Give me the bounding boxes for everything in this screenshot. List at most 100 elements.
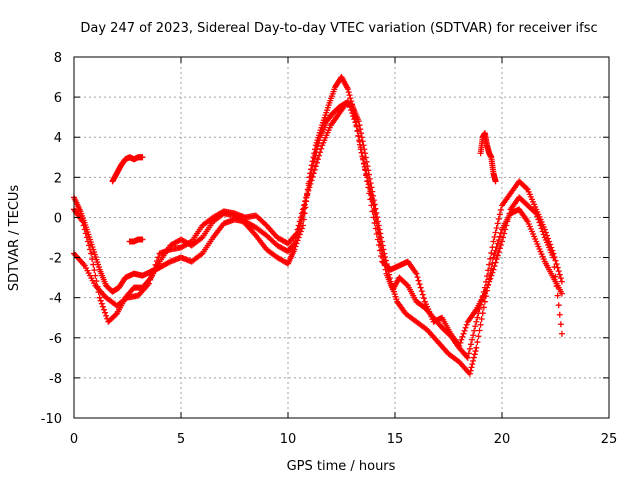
data-point-marker bbox=[556, 271, 563, 278]
y-tick-label: 0 bbox=[54, 211, 62, 226]
data-point-marker bbox=[555, 302, 562, 309]
data-point-marker bbox=[80, 222, 87, 229]
data-point-marker bbox=[198, 235, 205, 242]
data-point-marker bbox=[92, 272, 99, 279]
data-point-marker bbox=[311, 155, 318, 162]
data-point-marker bbox=[374, 236, 381, 243]
data-point-marker bbox=[360, 160, 367, 167]
data-point-marker bbox=[470, 332, 477, 339]
data-point-marker bbox=[413, 270, 420, 277]
data-point-marker bbox=[301, 202, 308, 209]
data-point-marker bbox=[372, 211, 379, 218]
data-point-marker bbox=[467, 341, 474, 348]
data-point-marker bbox=[147, 276, 154, 283]
data-point-marker bbox=[139, 236, 146, 243]
data-point-marker bbox=[187, 239, 194, 246]
data-point-marker bbox=[490, 238, 497, 245]
data-point-marker bbox=[416, 281, 423, 288]
data-point-marker bbox=[535, 216, 542, 223]
data-point-marker bbox=[310, 170, 317, 177]
data-point-marker bbox=[558, 278, 565, 285]
data-point-marker bbox=[97, 297, 104, 304]
y-tick-label: 8 bbox=[54, 51, 62, 66]
data-point-marker bbox=[463, 321, 470, 328]
data-point-marker bbox=[470, 357, 477, 364]
data-point-marker bbox=[298, 210, 305, 217]
data-point-marker bbox=[365, 184, 372, 191]
data-point-marker bbox=[369, 208, 376, 215]
data-point-marker bbox=[100, 306, 107, 313]
y-tick-label: 6 bbox=[54, 91, 62, 106]
axis-ticks bbox=[73, 56, 610, 419]
data-point-marker bbox=[459, 333, 466, 340]
x-tick-label: 20 bbox=[494, 432, 511, 447]
data-point-marker bbox=[353, 122, 360, 129]
data-point-marker bbox=[366, 190, 373, 197]
data-point-marker bbox=[99, 303, 106, 310]
data-point-marker bbox=[534, 213, 541, 220]
data-point-marker bbox=[557, 321, 564, 328]
y-tick-label: -10 bbox=[41, 412, 62, 427]
data-point-marker bbox=[461, 327, 468, 334]
data-point-marker bbox=[312, 146, 319, 153]
data-point-marker bbox=[473, 318, 480, 325]
plot-frame bbox=[73, 56, 610, 419]
data-point-marker bbox=[155, 254, 162, 261]
data-point-marker bbox=[419, 291, 426, 298]
data-point-marker bbox=[554, 292, 561, 299]
data-point-marker bbox=[494, 252, 501, 259]
data-point-marker bbox=[556, 311, 563, 318]
data-point-marker bbox=[474, 339, 481, 346]
y-tick-label: 2 bbox=[54, 171, 62, 186]
data-point-marker bbox=[466, 370, 473, 377]
data-point-marker bbox=[307, 180, 314, 187]
data-point-marker bbox=[466, 345, 473, 352]
data-point-marker bbox=[96, 294, 103, 301]
y-tick-labels: -10 -8 -6 -4 -2 0 2 4 6 8 bbox=[41, 51, 62, 427]
data-point-marker bbox=[550, 254, 557, 261]
data-point-marker bbox=[364, 163, 371, 170]
data-point-marker bbox=[82, 230, 89, 237]
data-point-marker bbox=[414, 274, 421, 281]
data-point-marker bbox=[482, 287, 489, 294]
data-point-marker bbox=[496, 233, 503, 240]
data-point-marker bbox=[358, 149, 365, 156]
data-point-marker bbox=[551, 264, 558, 271]
data-point-marker bbox=[91, 267, 98, 274]
data-point-marker bbox=[90, 261, 97, 268]
data-point-marker bbox=[495, 249, 502, 256]
data-point-marker bbox=[85, 242, 92, 249]
data-point-marker bbox=[296, 218, 303, 225]
data-point-marker bbox=[293, 240, 300, 247]
data-point-marker bbox=[89, 256, 96, 263]
data-point-marker bbox=[84, 238, 91, 245]
data-point-marker bbox=[415, 277, 422, 284]
data-point-marker bbox=[344, 98, 351, 105]
data-point-marker bbox=[500, 234, 507, 241]
x-axis-label: GPS time / hours bbox=[287, 459, 396, 474]
data-point-marker bbox=[532, 209, 539, 216]
data-point-marker bbox=[347, 104, 354, 111]
data-point-marker bbox=[491, 251, 498, 258]
data-point-marker bbox=[303, 194, 310, 201]
data-point-marker bbox=[297, 214, 304, 221]
data-point-marker bbox=[496, 245, 503, 252]
data-point-marker bbox=[403, 281, 410, 288]
data-point-marker bbox=[501, 230, 508, 237]
data-point-marker bbox=[165, 259, 172, 266]
series-fragment-2 bbox=[126, 236, 146, 245]
data-point-marker bbox=[503, 222, 510, 229]
data-point-marker bbox=[420, 295, 427, 302]
data-point-marker bbox=[417, 284, 424, 291]
data-point-marker bbox=[469, 336, 476, 343]
data-point-marker bbox=[354, 127, 361, 134]
data-point-marker bbox=[476, 327, 483, 334]
data-point-marker bbox=[313, 159, 320, 166]
data-points bbox=[71, 74, 565, 377]
data-point-marker bbox=[293, 230, 300, 237]
data-point-marker bbox=[418, 288, 425, 295]
data-point-marker bbox=[291, 246, 298, 253]
data-point-marker bbox=[371, 219, 378, 226]
data-point-marker bbox=[558, 330, 565, 337]
data-point-marker bbox=[103, 312, 110, 319]
